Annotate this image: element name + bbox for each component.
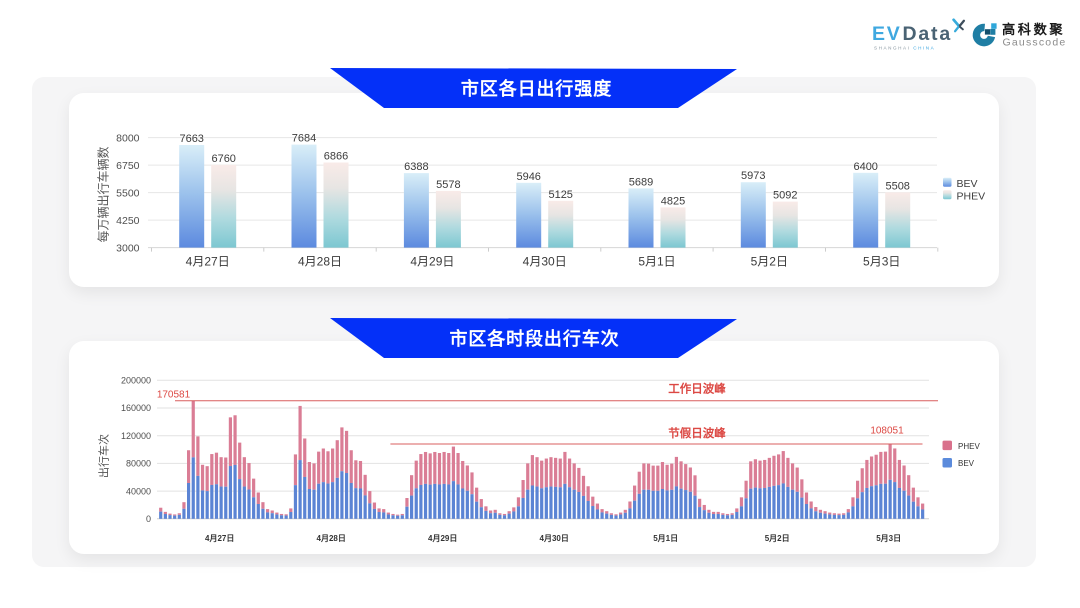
svg-text:4月30日: 4月30日 bbox=[523, 254, 567, 268]
svg-text:BEV: BEV bbox=[957, 178, 978, 190]
svg-text:6866: 6866 bbox=[324, 151, 348, 163]
svg-text:SHANGHAI CHINA: SHANGHAI CHINA bbox=[874, 46, 935, 51]
svg-text:Data: Data bbox=[903, 23, 952, 45]
svg-text:40000: 40000 bbox=[126, 486, 151, 496]
svg-text:4月30日: 4月30日 bbox=[540, 534, 569, 543]
svg-text:5500: 5500 bbox=[116, 187, 140, 199]
svg-text:4月29日: 4月29日 bbox=[410, 254, 454, 268]
svg-text:3000: 3000 bbox=[116, 242, 140, 254]
svg-text:8000: 8000 bbox=[116, 132, 140, 144]
svg-text:5946: 5946 bbox=[516, 171, 540, 183]
svg-text:6760: 6760 bbox=[211, 153, 235, 165]
svg-text:5月3日: 5月3日 bbox=[876, 534, 901, 543]
svg-text:4月29日: 4月29日 bbox=[428, 534, 457, 543]
svg-text:5月3日: 5月3日 bbox=[863, 254, 900, 268]
svg-text:6388: 6388 bbox=[404, 161, 428, 173]
svg-text:4月27日: 4月27日 bbox=[205, 534, 234, 543]
svg-text:120000: 120000 bbox=[121, 431, 151, 441]
svg-text:PHEV: PHEV bbox=[958, 442, 980, 451]
svg-text:5508: 5508 bbox=[885, 180, 909, 192]
svg-text:7684: 7684 bbox=[292, 133, 316, 145]
svg-text:4825: 4825 bbox=[661, 195, 685, 207]
svg-text:160000: 160000 bbox=[121, 403, 151, 413]
svg-text:5月2日: 5月2日 bbox=[751, 254, 788, 268]
svg-text:5092: 5092 bbox=[773, 190, 797, 202]
svg-text:5月1日: 5月1日 bbox=[638, 254, 675, 268]
svg-text:5125: 5125 bbox=[548, 189, 572, 201]
svg-text:5689: 5689 bbox=[629, 176, 653, 188]
svg-text:市区各时段出行车次: 市区各时段出行车次 bbox=[449, 328, 619, 349]
svg-text:80000: 80000 bbox=[126, 459, 151, 469]
svg-text:4月28日: 4月28日 bbox=[317, 534, 346, 543]
svg-text:5973: 5973 bbox=[741, 170, 765, 182]
svg-text:0: 0 bbox=[146, 514, 151, 524]
svg-text:高科数聚: 高科数聚 bbox=[1002, 21, 1065, 37]
svg-text:出行车次: 出行车次 bbox=[97, 434, 111, 478]
svg-text:每万辆出行车辆数: 每万辆出行车辆数 bbox=[95, 146, 110, 242]
svg-text:170581: 170581 bbox=[157, 390, 191, 401]
svg-text:4250: 4250 bbox=[116, 215, 140, 227]
svg-text:6400: 6400 bbox=[853, 161, 877, 173]
svg-text:PHEV: PHEV bbox=[957, 190, 986, 202]
svg-text:4月28日: 4月28日 bbox=[298, 254, 342, 268]
svg-text:工作日波峰: 工作日波峰 bbox=[668, 382, 726, 396]
svg-text:5月1日: 5月1日 bbox=[653, 534, 678, 543]
svg-text:7663: 7663 bbox=[179, 133, 203, 145]
svg-text:5578: 5578 bbox=[436, 179, 460, 191]
svg-text:节假日波峰: 节假日波峰 bbox=[668, 426, 726, 440]
svg-text:5月2日: 5月2日 bbox=[765, 534, 790, 543]
svg-text:108051: 108051 bbox=[870, 426, 904, 437]
svg-text:BEV: BEV bbox=[958, 459, 975, 468]
svg-text:6750: 6750 bbox=[116, 160, 140, 172]
svg-text:200000: 200000 bbox=[121, 376, 151, 386]
svg-text:市区各日出行强度: 市区各日出行强度 bbox=[461, 78, 612, 99]
svg-text:EV: EV bbox=[872, 23, 902, 45]
svg-text:4月27日: 4月27日 bbox=[186, 254, 230, 268]
svg-text:Gausscode: Gausscode bbox=[1003, 37, 1067, 49]
